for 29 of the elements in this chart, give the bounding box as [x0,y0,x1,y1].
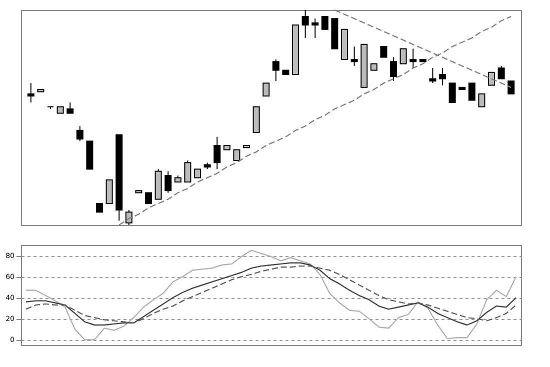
line-series [25,250,517,340]
candlestick [76,126,84,142]
candlestick [302,10,309,38]
candlestick [429,68,436,84]
candlestick [233,149,240,161]
candlestick [272,58,280,82]
candlestick [498,65,505,80]
candlestick [262,82,270,96]
candlestick [390,56,397,82]
candlestick [184,160,192,182]
candlestick [214,136,221,170]
candlestick [350,46,358,66]
candlestick [106,179,113,204]
candlestick [488,72,495,86]
candlestick [312,18,319,38]
candlestick [478,93,486,108]
candlestick [508,80,515,94]
candlestick [145,192,152,204]
candlestick [448,82,456,103]
candlestick [439,68,446,86]
candlestick [164,170,172,194]
candlestick [380,46,388,58]
candlestick [321,16,328,30]
candlestick [27,82,34,103]
candlestick [468,82,476,101]
candlestick [400,48,407,64]
candlestick [125,209,132,226]
candlestick [66,102,74,114]
candlestick [410,48,417,69]
